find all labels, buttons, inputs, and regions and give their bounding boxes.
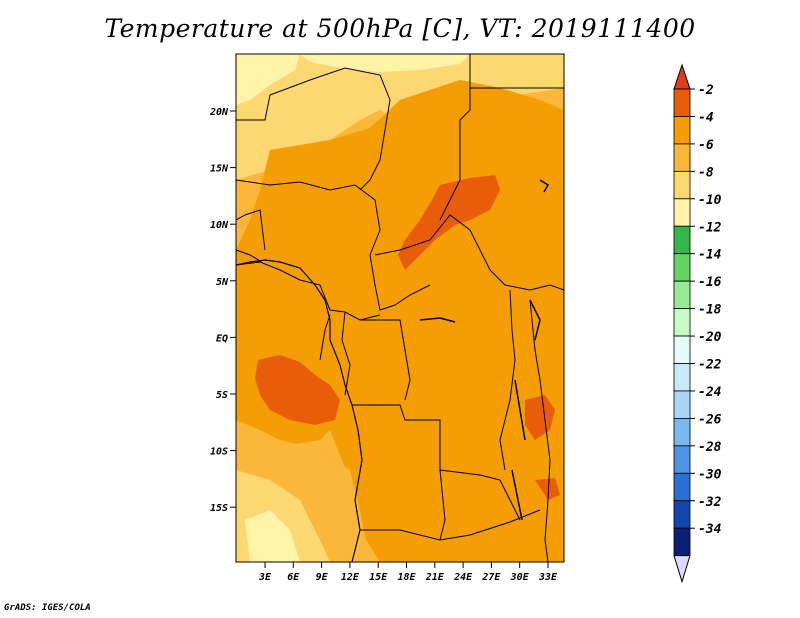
latitude-axis: 20N 15N 10N 5N EQ 5S 10S 15S <box>209 107 236 514</box>
colorbar-label: -8 <box>698 165 714 180</box>
lon-tick-label: 24E <box>453 572 473 583</box>
colorbar-label: -14 <box>698 248 722 263</box>
warm-patch-central <box>398 175 500 270</box>
colorbar-label: -28 <box>698 440 722 455</box>
lon-tick-label: 6E <box>287 572 300 583</box>
colorbar-label: -4 <box>698 110 714 125</box>
lakes <box>419 179 550 521</box>
colorbar-swatch <box>673 363 691 392</box>
lat-tick-label: 20N <box>209 107 229 118</box>
colorbar-label: -20 <box>698 330 722 345</box>
longitude-axis: 3E 6E 9E 12E 15E 18E 21E 24E 27E 30E 33E <box>258 562 558 583</box>
colorbar-swatch <box>673 253 691 282</box>
colorbar-label: -2 <box>698 83 714 98</box>
contour-region-north-strip <box>300 54 470 72</box>
colorbar-legend: -2 -4 -6 -8 -10 -12 -14 -16 -18 -20 -22 -24 -26 -28 -3… <box>673 63 722 584</box>
colorbar-label: -22 <box>698 358 722 373</box>
colorbar-swatch <box>673 335 691 364</box>
colorbar-label: -6 <box>698 138 714 153</box>
colorbar-swatch <box>673 170 691 200</box>
lon-tick-label: 12E <box>341 572 360 583</box>
lat-tick-label: 5S <box>216 390 228 401</box>
lat-tick-label: 15N <box>210 164 229 175</box>
colorbar-label: -24 <box>698 385 722 400</box>
map-frame <box>235 53 565 563</box>
lat-tick-label: EQ <box>216 333 228 344</box>
colorbar-swatch <box>673 527 691 557</box>
colorbar-label: -16 <box>698 275 722 290</box>
lat-tick-label: 10N <box>210 220 229 231</box>
contour-region-northwest <box>236 54 300 105</box>
colorbar-top-arrow <box>673 63 691 90</box>
lon-tick-label: 33E <box>538 572 558 583</box>
colorbar-swatch <box>673 500 691 529</box>
colorbar-swatch <box>673 88 691 117</box>
colorbar-label: -10 <box>698 193 722 208</box>
country-borders <box>236 54 564 562</box>
temperature-map <box>236 54 564 562</box>
colorbar-label: -32 <box>698 495 722 510</box>
grads-credit: GrADS: IGES/COLA <box>4 603 91 613</box>
colorbar-label: -26 <box>698 412 722 427</box>
colorbar-swatch <box>673 116 691 145</box>
colorbar-label: -34 <box>698 522 722 537</box>
lon-tick-label: 9E <box>316 572 329 583</box>
lon-tick-label: 3E <box>258 572 272 583</box>
lat-tick-label: 10S <box>210 447 228 458</box>
colorbar-swatch <box>673 472 691 502</box>
warm-patch-west <box>255 355 340 425</box>
coastline <box>236 259 363 562</box>
colorbar-swatch <box>673 280 691 309</box>
colorbar-label: -18 <box>698 303 722 318</box>
colorbar-swatch <box>673 390 691 419</box>
lat-tick-label: 5N <box>216 277 229 288</box>
lon-tick-label: 30E <box>510 572 530 583</box>
lon-tick-label: 21E <box>425 572 445 583</box>
colorbar-label: -12 <box>698 220 722 235</box>
lon-tick-label: 18E <box>397 572 416 583</box>
lat-tick-label: 15S <box>210 503 228 514</box>
colorbar-swatch <box>673 445 691 474</box>
lon-tick-label: 15E <box>369 572 388 583</box>
contour-region-southwest-pale <box>245 510 300 562</box>
colorbar-swatch <box>673 198 691 227</box>
colorbar-swatch <box>673 143 691 172</box>
colorbar-label: -30 <box>698 467 722 482</box>
colorbar-swatch <box>673 308 691 337</box>
colorbar-swatch <box>673 417 691 447</box>
warm-patch-east <box>525 395 555 440</box>
map-title: Temperature at 500hPa [C], VT: 201911140… <box>104 14 696 43</box>
warm-patch-southeast <box>535 478 560 500</box>
colorbar-swatch <box>673 225 691 255</box>
lon-tick-label: 27E <box>481 572 501 583</box>
colorbar-bottom-arrow <box>673 555 691 584</box>
